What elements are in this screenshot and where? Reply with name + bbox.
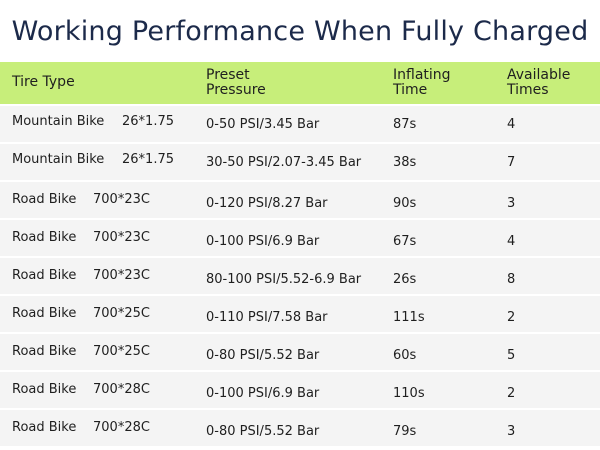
cell-tire-type: Mountain Bike xyxy=(12,152,105,167)
header-preset-pressure: Preset Pressure xyxy=(206,68,266,98)
cell-preset-pressure: 0-120 PSI/8.27 Bar xyxy=(206,196,328,211)
cell-preset-pressure: 0-50 PSI/3.45 Bar xyxy=(206,117,320,132)
header-inflating-time: Inflating Time xyxy=(393,68,451,98)
cell-tire-type: Road Bike xyxy=(12,230,77,245)
cell-available-times: 3 xyxy=(507,196,516,211)
table-row: Mountain Bike 26*1.75 0-50 PSI/3.45 Bar 87s… xyxy=(0,106,600,144)
cell-available-times: 3 xyxy=(507,424,516,439)
header-available-times: Available Times xyxy=(507,68,570,98)
cell-preset-pressure: 0-100 PSI/6.9 Bar xyxy=(206,386,320,401)
cell-tire-type: Road Bike xyxy=(12,192,77,207)
cell-available-times: 4 xyxy=(507,117,516,132)
table-header-row: Tire Type Preset Pressure Inflating Time… xyxy=(0,62,600,106)
cell-tire-size: 26*1.75 xyxy=(122,152,174,167)
cell-preset-pressure: 0-80 PSI/5.52 Bar xyxy=(206,348,320,363)
cell-tire-type: Road Bike xyxy=(12,382,77,397)
cell-tire-type: Road Bike xyxy=(12,420,77,435)
table-row: Road Bike 700*28C 0-80 PSI/5.52 Bar 79s 3 xyxy=(0,410,600,448)
table-row: Road Bike 700*28C 0-100 PSI/6.9 Bar 110s 2 xyxy=(0,372,600,410)
header-inflating-line2: Time xyxy=(393,82,428,98)
performance-table: Tire Type Preset Pressure Inflating Time… xyxy=(0,62,600,448)
table-row: Mountain Bike 26*1.75 30-50 PSI/2.07-3.45 … xyxy=(0,144,600,182)
cell-available-times: 2 xyxy=(507,386,516,401)
cell-tire-size: 700*28C xyxy=(93,420,150,435)
cell-tire-type: Road Bike xyxy=(12,306,77,321)
header-preset-line1: Preset xyxy=(206,67,250,83)
cell-tire-size: 26*1.75 xyxy=(122,114,174,129)
header-available-line2: Times xyxy=(507,82,549,98)
cell-inflating-time: 60s xyxy=(393,348,417,363)
cell-tire-size: 700*23C xyxy=(93,192,150,207)
cell-available-times: 8 xyxy=(507,272,516,287)
table-body: Mountain Bike 26*1.75 0-50 PSI/3.45 Bar 87s… xyxy=(0,106,600,448)
cell-available-times: 4 xyxy=(507,234,516,249)
cell-preset-pressure: 30-50 PSI/2.07-3.45 Bar xyxy=(206,155,362,170)
header-tire-type: Tire Type xyxy=(12,74,75,90)
cell-tire-type: Road Bike xyxy=(12,268,77,283)
header-available-line1: Available xyxy=(507,67,571,83)
cell-inflating-time: 79s xyxy=(393,424,417,439)
cell-tire-size: 700*25C xyxy=(93,344,150,359)
cell-tire-type: Road Bike xyxy=(12,344,77,359)
table-row: Road Bike 700*23C 0-100 PSI/6.9 Bar 67s 4 xyxy=(0,220,600,258)
cell-preset-pressure: 80-100 PSI/5.52-6.9 Bar xyxy=(206,272,362,287)
cell-tire-size: 700*25C xyxy=(93,306,150,321)
cell-available-times: 5 xyxy=(507,348,516,363)
table-row: Road Bike 700*25C 0-110 PSI/7.58 Bar 111s 2 xyxy=(0,296,600,334)
cell-preset-pressure: 0-100 PSI/6.9 Bar xyxy=(206,234,320,249)
cell-inflating-time: 110s xyxy=(393,386,425,401)
cell-available-times: 2 xyxy=(507,310,516,325)
cell-inflating-time: 90s xyxy=(393,196,417,211)
cell-inflating-time: 111s xyxy=(393,310,425,325)
page-title: Working Performance When Fully Charged xyxy=(11,15,589,47)
table-row: Road Bike 700*23C 80-100 PSI/5.52-6.9 Bar 2… xyxy=(0,258,600,296)
cell-preset-pressure: 0-80 PSI/5.52 Bar xyxy=(206,424,320,439)
header-inflating-line1: Inflating xyxy=(393,67,451,83)
cell-tire-size: 700*23C xyxy=(93,268,150,283)
cell-inflating-time: 67s xyxy=(393,234,417,249)
cell-tire-type: Mountain Bike xyxy=(12,114,105,129)
cell-preset-pressure: 0-110 PSI/7.58 Bar xyxy=(206,310,328,325)
table-row: Road Bike 700*25C 0-80 PSI/5.52 Bar 60s 5 xyxy=(0,334,600,372)
cell-available-times: 7 xyxy=(507,155,516,170)
header-preset-line2: Pressure xyxy=(206,82,266,98)
table-row: Road Bike 700*23C 0-120 PSI/8.27 Bar 90s 3 xyxy=(0,182,600,220)
cell-tire-size: 700*23C xyxy=(93,230,150,245)
cell-inflating-time: 26s xyxy=(393,272,417,287)
cell-tire-size: 700*28C xyxy=(93,382,150,397)
cell-inflating-time: 38s xyxy=(393,155,417,170)
cell-inflating-time: 87s xyxy=(393,117,417,132)
